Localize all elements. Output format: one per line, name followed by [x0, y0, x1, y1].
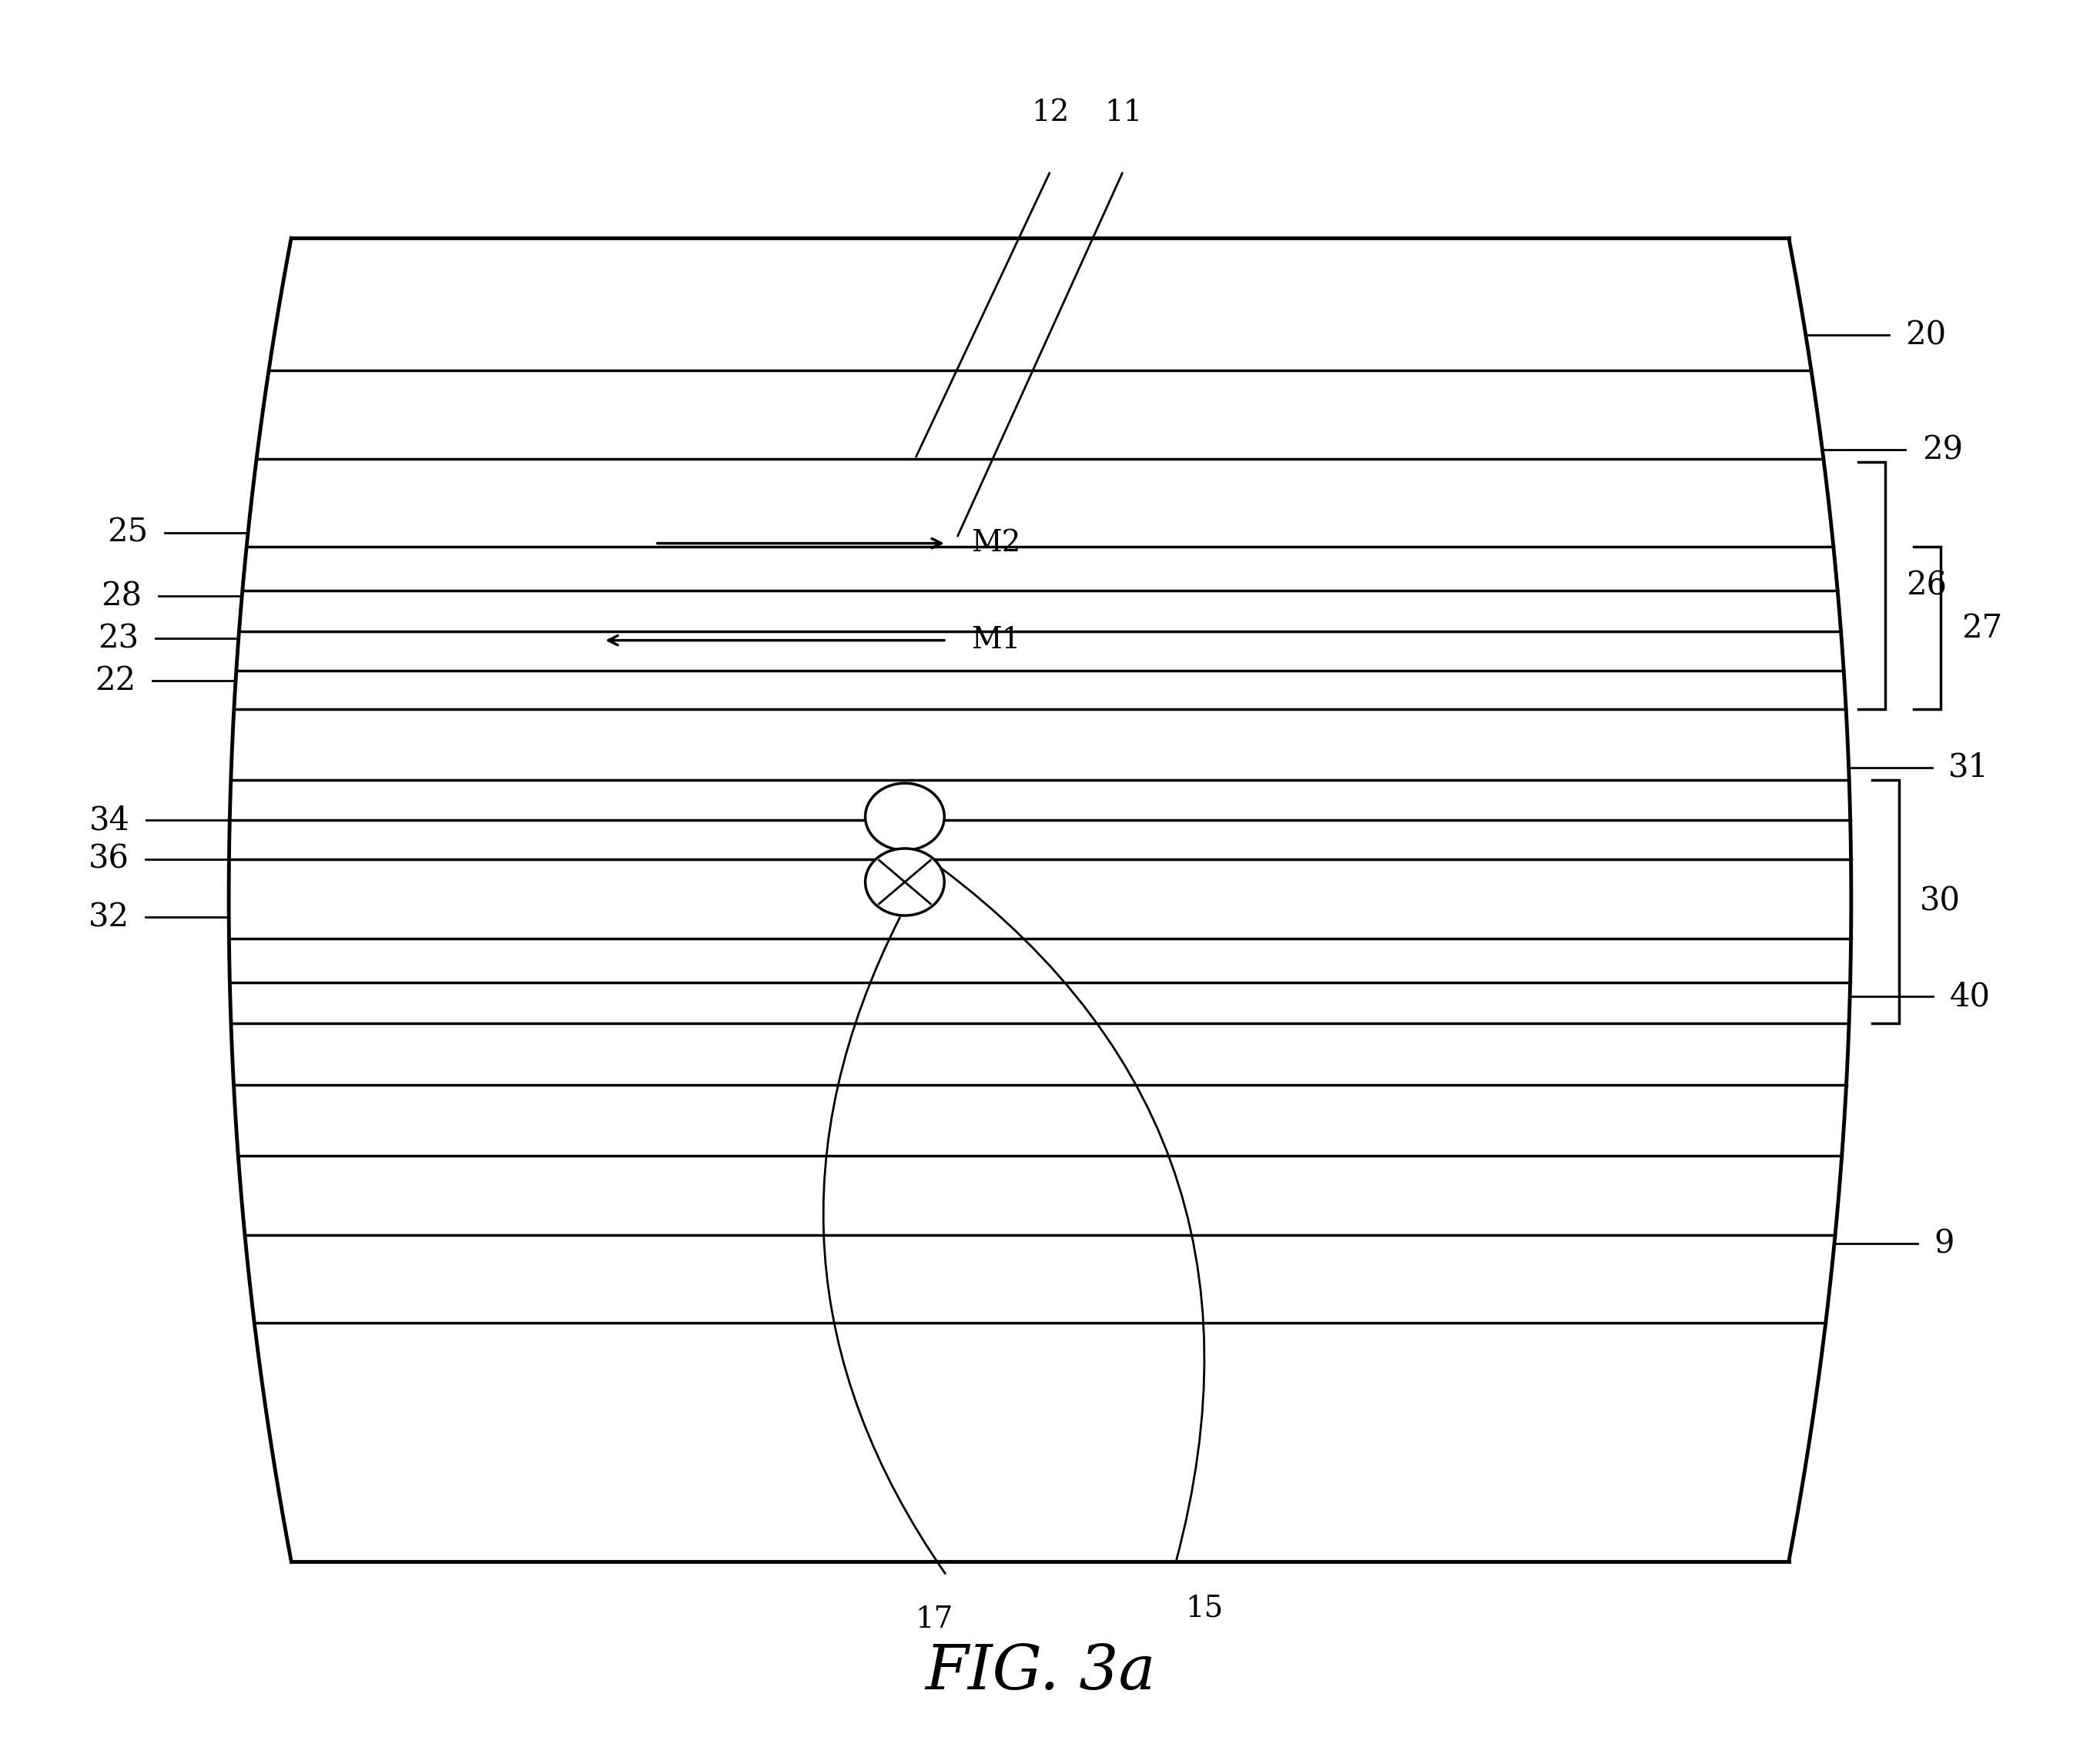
Text: 29: 29: [1922, 434, 1964, 466]
Text: 11: 11: [1104, 99, 1142, 127]
Text: 15: 15: [1186, 1595, 1223, 1623]
Circle shape: [865, 783, 944, 850]
Text: M2: M2: [971, 529, 1021, 557]
Text: FIG. 3a: FIG. 3a: [926, 1642, 1154, 1702]
Text: 9: 9: [1934, 1228, 1955, 1259]
Text: 32: 32: [87, 901, 129, 933]
Circle shape: [865, 848, 944, 916]
Text: M1: M1: [971, 626, 1021, 654]
Text: 12: 12: [1032, 99, 1069, 127]
Text: 31: 31: [1949, 751, 1988, 783]
Text: 30: 30: [1920, 886, 1961, 917]
Text: 22: 22: [96, 665, 135, 697]
Text: 36: 36: [89, 843, 129, 875]
Text: 26: 26: [1905, 570, 1947, 602]
Text: 40: 40: [1949, 981, 1991, 1013]
Text: 23: 23: [98, 623, 139, 654]
Text: 27: 27: [1961, 612, 2003, 644]
Text: 17: 17: [915, 1605, 953, 1633]
Text: 34: 34: [89, 804, 129, 836]
Text: 28: 28: [102, 580, 141, 612]
Text: 20: 20: [1905, 319, 1947, 351]
Text: 25: 25: [108, 517, 148, 549]
